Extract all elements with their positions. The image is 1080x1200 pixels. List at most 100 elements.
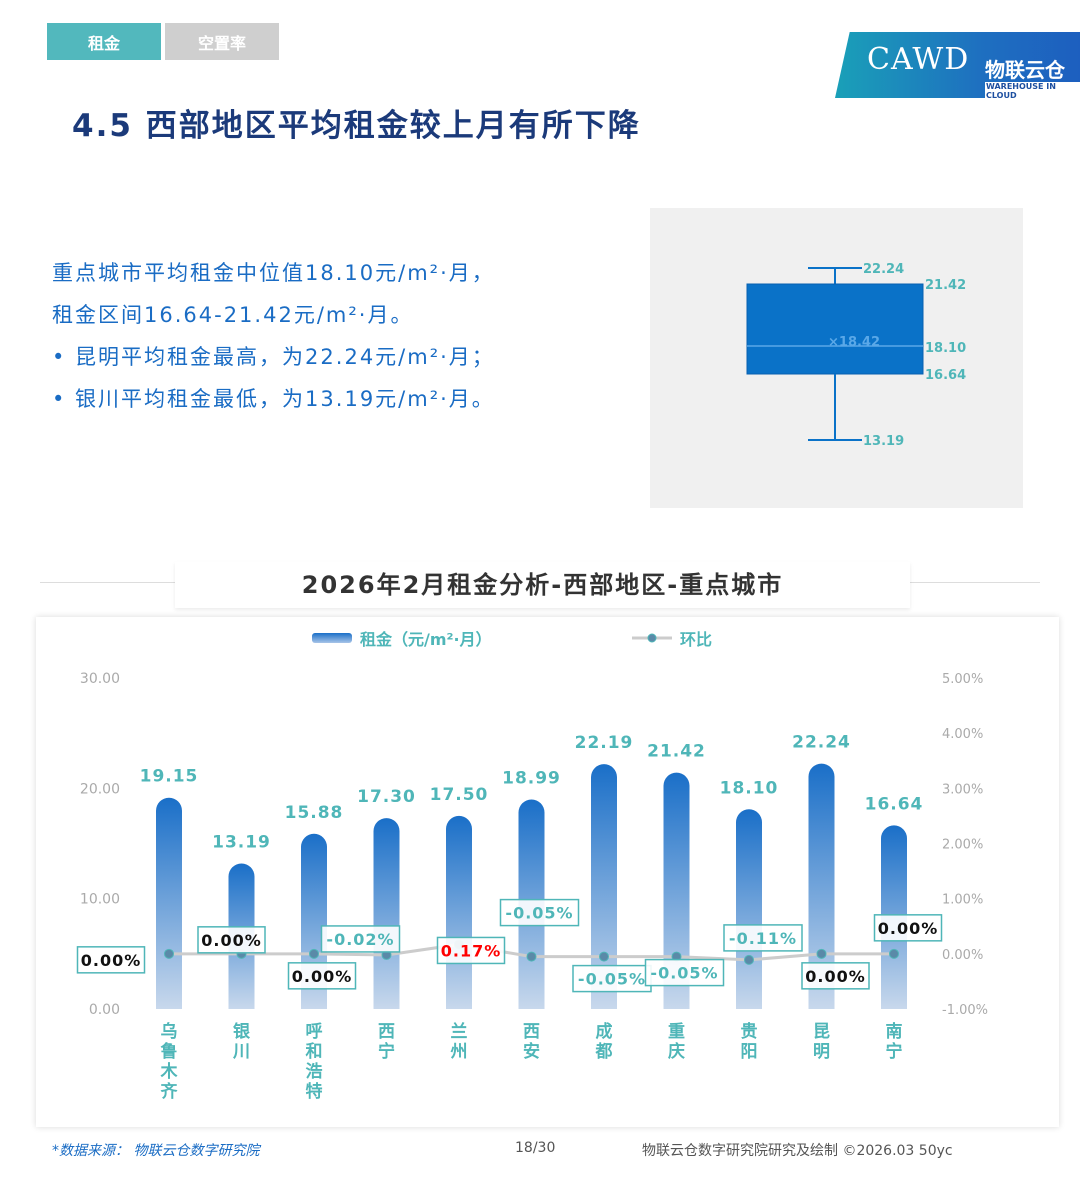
desc-line: 租金区间16.64-21.42元/m²·月。 [52,303,414,327]
category-label: 重庆 [668,1021,685,1062]
category-label: 西安 [523,1022,540,1062]
bar-value-label: 17.30 [357,787,416,807]
bar-value-label: 21.42 [647,742,706,762]
y-right-tick: 3.00% [942,782,983,797]
label-min: 13.19 [863,434,904,449]
category-label: 南宁 [886,1021,903,1062]
logo-cawd: CAWD [867,42,970,77]
mom-label-box [76,946,146,974]
y-left-tick: 30.00 [80,671,120,687]
desc-bullet: • 银川平均租金最低，为13.19元/m²·月。 [52,387,495,411]
bar-value-label: 18.99 [502,768,561,788]
mom-label-box [436,936,506,965]
mom-marker [599,951,609,962]
mom-marker [164,948,174,959]
logo: CAWD 物联云仓 WAREHOUSE IN CLOUD [835,32,1080,98]
bar [373,818,400,1009]
mom-label-box [287,962,357,990]
page-number: 18/30 [515,1140,556,1156]
mom-label: 0.00% [201,931,262,950]
tab-vacancy[interactable]: 空置率 [165,23,279,60]
mom-label-box [873,914,943,942]
bar-value-label: 16.64 [865,794,924,814]
mom-label: -0.05% [578,970,646,989]
chart-title: 2026年2月租金分析-西部地区-重点城市 [175,562,910,608]
bar [663,772,690,1009]
mom-label: -0.05% [650,964,718,983]
y-right-tick: -1.00% [942,1003,988,1018]
bar [808,763,835,1009]
tab-rent[interactable]: 租金 [47,23,161,60]
desc-line: 重点城市平均租金中位值18.10元/m²·月， [52,261,495,285]
category-label: 兰州 [450,1021,468,1062]
legend-line-marker [647,633,657,643]
mom-marker [309,948,319,959]
bar [591,764,617,1009]
chart: 租金（元/m²·月） 环比 0.00 10.00 20.00 30.00 -1.00% 0… [76,630,988,1102]
bar-value-label: 17.50 [430,785,489,805]
bar-value-label: 13.19 [212,832,271,852]
page-title: 4.5 西部地区平均租金较上月有所下降 [72,108,641,144]
y-right-tick: 2.00% [942,838,983,853]
category-label: 贵阳 [741,1021,758,1062]
label-median: 18.10 [925,341,966,356]
category-label: 昆明 [813,1022,830,1062]
bar [736,809,762,1009]
mom-label-box [723,924,803,952]
mom-marker [526,951,537,962]
mom-label-box [499,898,580,927]
label-mean: ×18.42 [828,335,880,350]
y-left-tick: 10.00 [80,892,120,908]
mom-label: 0.00% [878,919,939,938]
mom-label: -0.02% [326,930,394,949]
y-right-tick: 1.00% [942,893,983,908]
bar-value-label: 18.10 [720,778,779,798]
credit: 物联云仓数字研究院研究及绘制 ©2026.03 50yc [642,1143,953,1159]
logo-brand: 物联云仓 [985,58,1065,82]
bar-value-label: 22.24 [792,733,851,753]
category-label: 呼和浩特 [306,1022,323,1102]
mom-label-box [801,962,870,990]
bar-value-label: 22.19 [575,733,634,753]
chart-panel: 租金（元/m²·月） 环比 0.00 10.00 20.00 30.00 -1.00% 0… [36,617,1059,1127]
legend-line-label: 环比 [680,630,712,649]
y-right-tick: 0.00% [942,948,983,963]
mom-label: -0.05% [505,904,573,923]
legend: 租金（元/m²·月） 环比 [312,630,712,649]
bar [446,815,472,1009]
y-right-tick: 5.00% [942,672,983,687]
category-label: 成都 [595,1021,613,1062]
mom-marker [744,954,754,965]
logo-brand-en: WAREHOUSE IN CLOUD [985,82,1080,98]
box [746,283,924,375]
mom-label: 0.17% [441,941,502,960]
category-label: 银川 [232,1021,251,1062]
category-label: 西宁 [378,1022,395,1062]
label-max: 22.24 [863,262,904,277]
bar-value-label: 15.88 [285,803,344,823]
bar-value-label: 19.15 [140,767,199,787]
boxplot-panel: 22.24 21.42 ×18.42 18.10 16.64 13.19 [650,208,1023,508]
divider [40,582,175,583]
y-left-tick: 0.00 [89,1002,120,1018]
mom-marker [816,948,827,959]
mom-label: -0.11% [729,929,797,948]
y-right-tick: 4.00% [942,727,983,742]
label-q3: 21.42 [925,278,966,293]
divider [910,582,1040,583]
desc-bullet: • 昆明平均租金最高，为22.24元/m²·月； [52,345,495,369]
y-left-tick: 20.00 [80,781,120,797]
legend-bar-label: 租金（元/m²·月） [360,630,492,649]
category-label: 乌鲁木齐 [160,1021,179,1102]
mom-label: 0.00% [805,967,866,986]
mom-label: 0.00% [81,951,142,970]
data-source: *数据来源： 物联云仓数字研究院 [52,1143,260,1159]
label-q1: 16.64 [925,368,966,383]
bar [156,797,182,1009]
mom-marker [889,948,899,959]
mom-label-box [197,926,266,954]
mom-label-box [320,925,401,953]
mom-label: 0.00% [292,967,353,986]
mom-label-box [644,958,725,987]
legend-bar-swatch [312,633,352,643]
